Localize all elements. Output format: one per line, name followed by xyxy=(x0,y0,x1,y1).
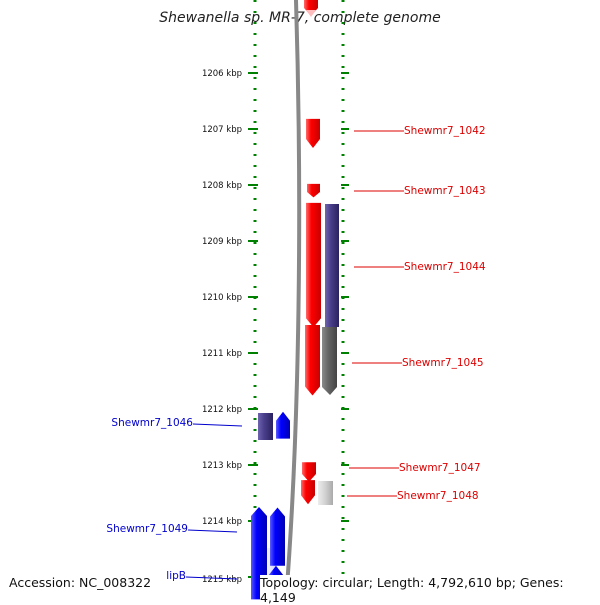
scale-tick-label: 1211 kbp xyxy=(202,349,242,359)
scale-tick-label: 1214 kbp xyxy=(202,517,242,527)
scale-tick-label: 1212 kbp xyxy=(202,405,242,415)
gene-arrow-Shewmr7_1046[interactable] xyxy=(276,411,290,439)
gene-label-Shewmr7_1047[interactable]: Shewmr7_1047 xyxy=(399,462,481,474)
label-leader-Shewmr7_1049 xyxy=(187,529,238,533)
gene-label-Shewmr7_1043[interactable]: Shewmr7_1043 xyxy=(404,185,486,197)
gene-label-lipB[interactable]: lipB xyxy=(166,570,186,582)
gene-arrow-Shewmr7_1042[interactable] xyxy=(306,118,320,149)
scale-tick-label: 1215 kbp xyxy=(202,575,242,585)
right-border-ticks xyxy=(341,72,349,522)
gene-label-Shewmr7_1045[interactable]: Shewmr7_1045 xyxy=(402,357,484,369)
gene-top-partial-light xyxy=(306,10,316,17)
gene-labels[interactable]: Shewmr7_1042 Shewmr7_1043 Shewmr7_1044 Shew… xyxy=(106,125,485,582)
gene-arrow-Shewmr7_1047[interactable] xyxy=(302,462,316,482)
conserved-track-1046 xyxy=(258,413,273,440)
gene-arrow-Shewmr7_1048[interactable] xyxy=(301,480,315,505)
genome-title: Shewanella sp. MR-7, complete genome xyxy=(159,10,441,26)
gene-label-Shewmr7_1049[interactable]: Shewmr7_1049 xyxy=(106,523,188,535)
scale-tick-label: 1209 kbp xyxy=(202,237,242,247)
light-track-1048 xyxy=(318,481,333,505)
genome-line xyxy=(284,0,302,600)
gene-label-Shewmr7_1048[interactable]: Shewmr7_1048 xyxy=(397,490,479,502)
scale-tick-label: 1213 kbp xyxy=(202,461,242,471)
scale-ticks: 1206 kbp 1207 kbp 1208 kbp 1209 kbp 1210 kbp… xyxy=(202,69,258,585)
conserved-track-1044 xyxy=(325,204,339,327)
scale-tick-label: 1207 kbp xyxy=(202,125,242,135)
scale-tick-label: 1206 kbp xyxy=(202,69,242,79)
gene-label-Shewmr7_1042[interactable]: Shewmr7_1042 xyxy=(404,125,486,137)
gene-arrow-Shewmr7_1044[interactable] xyxy=(306,202,321,328)
gene-label-Shewmr7_1044[interactable]: Shewmr7_1044 xyxy=(404,261,486,273)
label-leader-Shewmr7_1046 xyxy=(192,423,243,427)
gene-arrow-Shewmr7_1049-part[interactable] xyxy=(270,507,285,566)
gene-label-Shewmr7_1046[interactable]: Shewmr7_1046 xyxy=(111,417,193,429)
grey-track-1045 xyxy=(322,327,337,395)
accession-text: Accession: NC_008322 xyxy=(9,575,152,590)
gene-track[interactable] xyxy=(251,118,321,600)
gene-arrow-Shewmr7_1043[interactable] xyxy=(307,183,320,198)
scale-tick-label: 1210 kbp xyxy=(202,293,242,303)
scale-tick-label: 1208 kbp xyxy=(202,181,242,191)
topology-text: Topology: circular; Length: 4,792,610 bp… xyxy=(260,575,600,605)
gene-arrow-Shewmr7_1045[interactable] xyxy=(305,325,320,396)
label-leader-lipB xyxy=(185,576,238,580)
